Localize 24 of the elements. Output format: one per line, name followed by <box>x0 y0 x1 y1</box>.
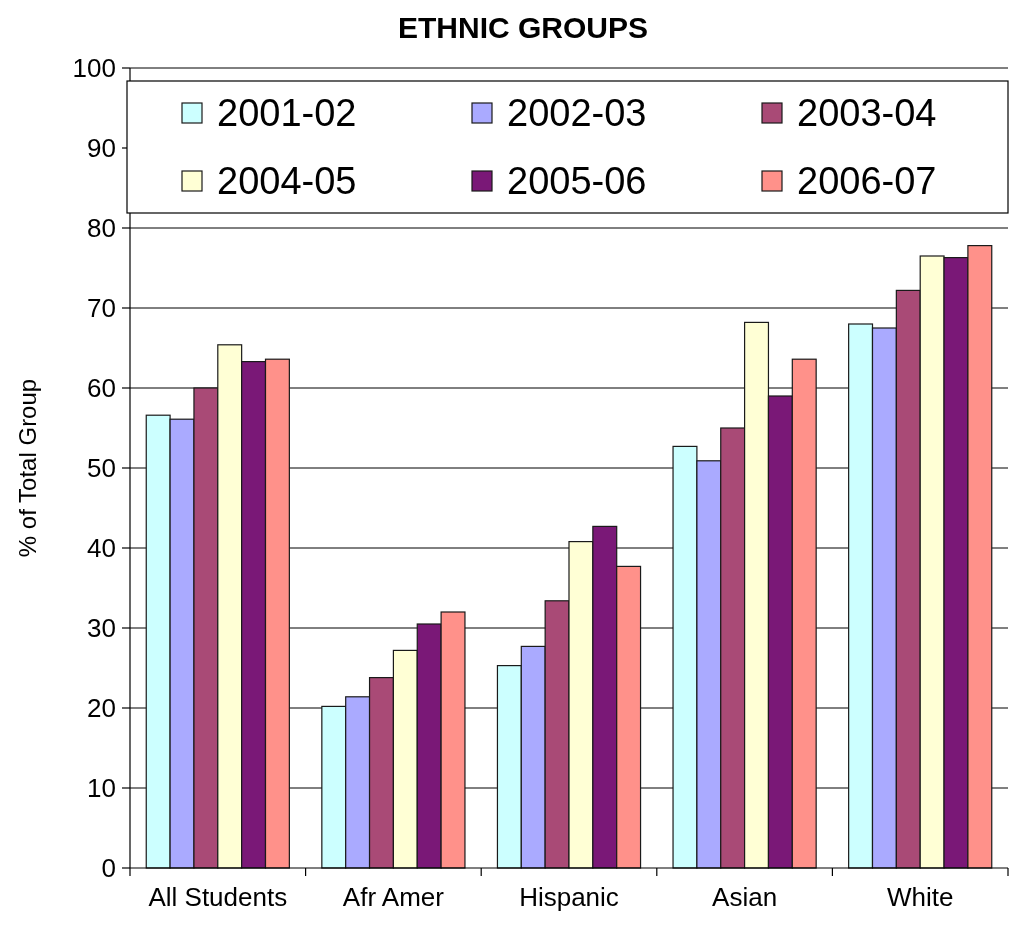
y-tick-label: 60 <box>87 373 116 403</box>
y-axis-title: % of Total Group <box>14 378 41 558</box>
y-tick-label: 20 <box>87 693 116 723</box>
y-tick-label: 100 <box>72 53 116 83</box>
x-tick-label: All Students <box>148 882 288 912</box>
y-tick-label: 40 <box>87 533 116 563</box>
legend-label: 2001-02 <box>217 92 357 134</box>
chart-title: ETHNIC GROUPS <box>397 11 649 44</box>
y-tick-label: 0 <box>101 853 116 883</box>
legend-label: 2004-05 <box>217 160 357 202</box>
x-tick-label: White <box>886 882 954 912</box>
y-tick-label: 80 <box>87 213 116 243</box>
x-tick-label: Afr Amer <box>342 882 445 912</box>
legend-label: 2003-04 <box>797 92 937 134</box>
x-tick-label: Hispanic <box>519 882 619 912</box>
x-tick-label: Asian <box>712 882 778 912</box>
y-tick-label: 10 <box>87 773 116 803</box>
legend-label: 2002-03 <box>507 92 647 134</box>
y-tick-label: 70 <box>87 293 116 323</box>
y-tick-label: 50 <box>87 453 116 483</box>
y-tick-label: 30 <box>87 613 116 643</box>
legend-label: 2006-07 <box>797 160 937 202</box>
y-tick-label: 90 <box>87 133 116 163</box>
legend-label: 2005-06 <box>507 160 647 202</box>
